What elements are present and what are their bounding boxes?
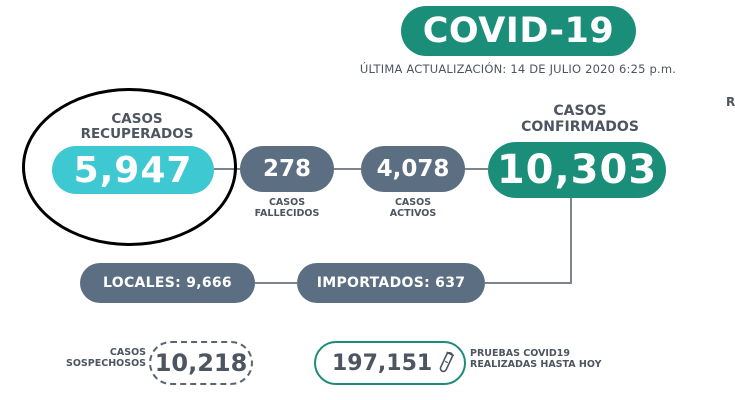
- local-cases-badge: LOCALES: 9,666: [80, 263, 255, 303]
- connector-confirmed-down: [570, 198, 572, 284]
- last-updated-text: ÚLTIMA ACTUALIZACIÓN: 14 DE JULIO 2020 6…: [359, 62, 677, 76]
- local-cases-text: LOCALES: 9,666: [103, 275, 232, 291]
- deaths-value-badge: 278: [240, 146, 334, 192]
- confirmed-value-badge: 10,303: [488, 142, 666, 198]
- connector-to-imported: [485, 282, 572, 284]
- connector-active-confirmed: [465, 168, 488, 170]
- suspected-value: 10,218: [154, 349, 248, 377]
- tests-value: 197,151: [332, 350, 433, 376]
- tests-value-badge: 197,151: [314, 341, 466, 385]
- suspected-label: CASOS SOSPECHOSOS: [66, 347, 146, 369]
- active-label: CASOS ACTIVOS: [389, 197, 437, 219]
- test-tube-icon: [438, 350, 455, 376]
- deaths-value: 278: [262, 156, 311, 182]
- cropped-edge-text: R: [726, 95, 735, 109]
- confirmed-value: 10,303: [496, 147, 658, 193]
- title-badge: COVID-19: [401, 6, 636, 56]
- imported-cases-text: IMPORTADOS: 637: [316, 275, 466, 291]
- imported-cases-badge: IMPORTADOS: 637: [297, 263, 485, 303]
- confirmed-label: CASOS CONFIRMADOS: [521, 103, 639, 135]
- deaths-label: CASOS FALLECIDOS: [254, 197, 320, 219]
- active-value: 4,078: [376, 156, 450, 182]
- connector-local-imported: [255, 282, 297, 284]
- tests-label: PRUEBAS COVID19 REALIZADAS HASTA HOY: [470, 348, 602, 370]
- hand-drawn-circle-annotation: [22, 88, 237, 246]
- page-title: COVID-19: [422, 11, 615, 51]
- connector-deaths-active: [334, 168, 361, 170]
- suspected-value-badge: 10,218: [149, 341, 253, 385]
- active-value-badge: 4,078: [361, 146, 465, 192]
